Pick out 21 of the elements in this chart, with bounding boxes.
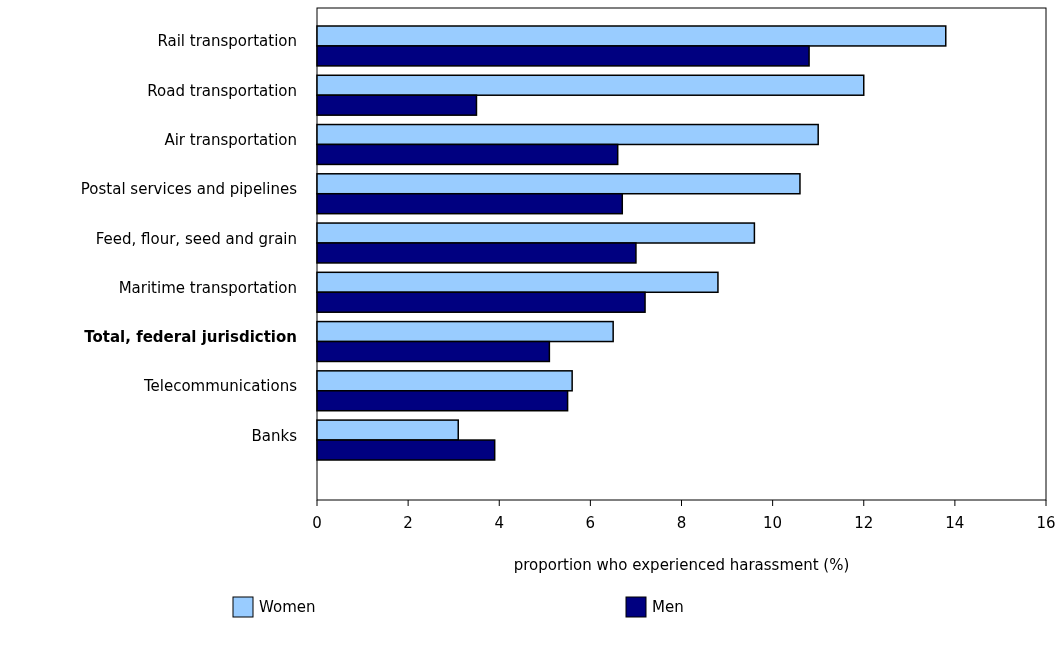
x-tick-label: 2 [403,514,413,532]
x-tick-label: 16 [1036,514,1056,532]
y-tick-label: Total, federal jurisdiction [84,328,297,347]
legend-label: Women [259,598,316,616]
y-tick-label: Telecommunications [142,377,298,396]
y-tick-label: Postal services and pipelines [80,180,298,199]
x-tick-label: 4 [494,514,505,532]
x-axis-title: proportion who experienced harassment (%) [513,556,850,574]
y-tick-label: Air transportation [164,130,297,149]
y-tick-label: Road transportation [147,81,297,100]
x-tick-label: 12 [854,514,874,532]
x-tick-label: 0 [312,514,322,532]
y-tick-label: Maritime transportation [118,278,297,297]
legend-label: Men [652,598,684,616]
x-tick-label: 14 [945,514,965,532]
x-tick-label: 8 [676,514,687,532]
y-tick-label: Feed, flour, seed and grain [95,229,297,248]
y-tick-label: Banks [251,426,298,445]
x-tick-label: 10 [763,514,783,532]
x-tick-label: 6 [585,514,596,532]
y-tick-label: Rail transportation [157,32,297,51]
